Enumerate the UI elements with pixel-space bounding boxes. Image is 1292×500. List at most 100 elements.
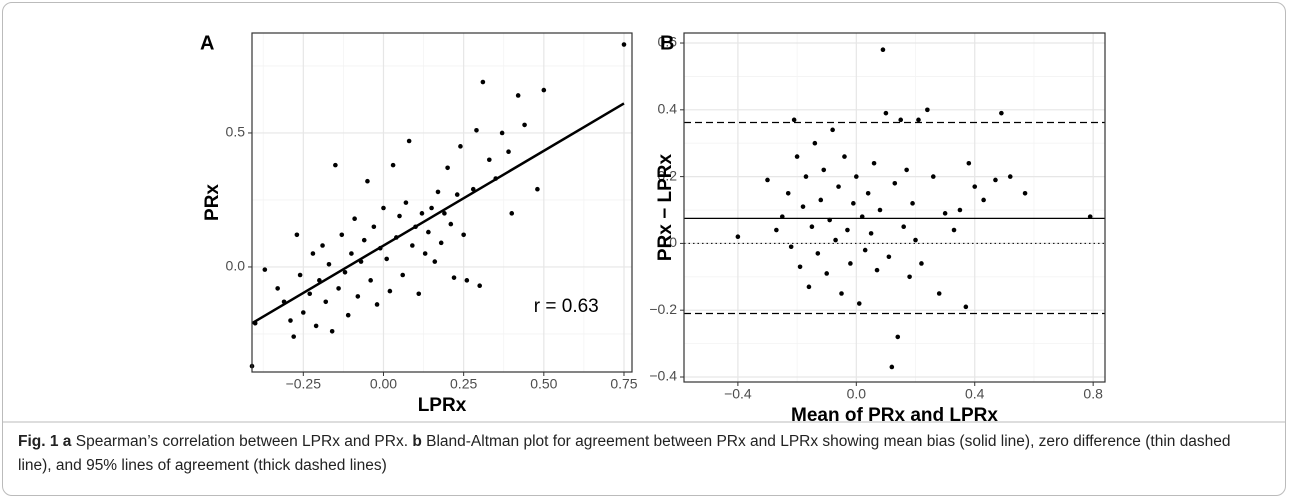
point (320, 243, 325, 248)
point (352, 216, 357, 222)
point (836, 184, 841, 189)
caption-b-text: Bland-Altman plot for agreement between … (18, 433, 1231, 474)
point (416, 291, 422, 297)
point (1022, 191, 1028, 196)
x-tick-label: 0.0 (847, 386, 867, 402)
plot-background (684, 33, 1105, 382)
y-tick-label: 0.5 (226, 124, 246, 140)
point (735, 234, 741, 240)
point (951, 227, 957, 233)
point (429, 205, 434, 211)
point (803, 174, 809, 179)
point (522, 122, 527, 128)
point (913, 237, 918, 243)
y-tick-label: 0.0 (226, 258, 246, 274)
point (797, 264, 803, 270)
point (916, 117, 921, 123)
point (339, 232, 345, 238)
point (871, 160, 877, 166)
y-tick-label: 0.2 (658, 167, 678, 183)
point (1007, 174, 1013, 179)
panel-label: B (660, 32, 674, 54)
point (252, 320, 258, 326)
point (839, 291, 844, 296)
point (406, 138, 412, 144)
point (966, 160, 972, 166)
plot-border (683, 32, 1106, 383)
point (358, 259, 364, 264)
point (898, 117, 904, 123)
fit-line (251, 102, 625, 325)
point (1087, 214, 1093, 219)
point (972, 184, 978, 189)
point (480, 79, 486, 85)
x-tick-label: 0.75 (610, 376, 637, 392)
point (925, 107, 930, 113)
chart: −0.25 0.00 0.25 0.50 0.75 0.0 0.5 r = 0.63 A LPRx… (3, 32, 1285, 425)
point (865, 191, 871, 196)
point (458, 144, 463, 149)
point (930, 174, 936, 179)
point (342, 270, 348, 275)
point (889, 364, 895, 370)
point (313, 323, 319, 329)
point (868, 231, 874, 236)
point (403, 200, 409, 205)
point (426, 229, 431, 235)
point (506, 149, 511, 155)
point (454, 192, 460, 197)
point (310, 251, 316, 256)
point (368, 278, 373, 283)
point (394, 235, 399, 240)
point (432, 259, 438, 264)
point (413, 224, 418, 230)
point (397, 213, 402, 219)
point (470, 186, 476, 192)
point (336, 286, 341, 291)
point (859, 214, 865, 219)
point (345, 312, 351, 318)
point (323, 299, 329, 305)
x-axis-label: Mean of PRx and LPRx (791, 405, 998, 425)
point (301, 310, 306, 315)
x-tick-label: 0.8 (1083, 386, 1103, 402)
point (833, 237, 838, 243)
point (957, 207, 963, 213)
caption-b-label: b (412, 433, 422, 450)
point (895, 334, 901, 340)
point (877, 207, 883, 213)
point (499, 130, 505, 136)
point (856, 301, 862, 306)
point (474, 127, 479, 133)
point (297, 272, 303, 278)
point (806, 284, 812, 290)
point (486, 157, 492, 163)
point (317, 278, 322, 283)
point (886, 254, 892, 260)
point (349, 251, 354, 256)
point (442, 211, 447, 216)
point (477, 283, 482, 289)
point (509, 211, 515, 216)
point (387, 288, 393, 294)
point (621, 42, 627, 47)
point (845, 227, 850, 233)
point (936, 291, 942, 296)
point (901, 224, 906, 230)
point (854, 174, 859, 179)
point (842, 154, 847, 159)
caption-a-label: a (62, 433, 72, 450)
point (464, 278, 470, 283)
point (821, 167, 827, 173)
point (515, 93, 521, 98)
point (818, 197, 824, 203)
point (892, 180, 898, 186)
point (999, 110, 1004, 116)
point (919, 261, 924, 266)
point (410, 243, 415, 248)
point (493, 176, 499, 181)
caption-figure: Fig. 1 (18, 433, 59, 450)
point (788, 244, 794, 250)
plot-border (251, 32, 633, 373)
